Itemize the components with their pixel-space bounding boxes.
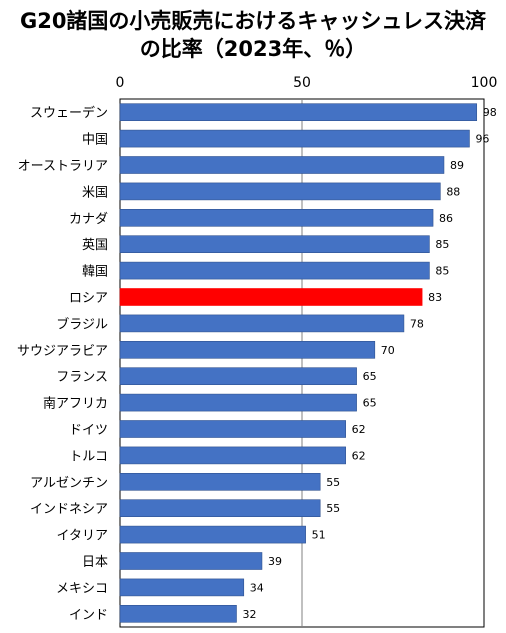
x-tick-label: 0 xyxy=(116,75,125,91)
bar xyxy=(119,209,434,227)
bar xyxy=(119,261,430,280)
bar xyxy=(119,472,321,491)
data-label: 70 xyxy=(381,344,395,357)
category-label: トルコ xyxy=(69,449,108,464)
category-label: 日本 xyxy=(82,555,108,570)
bar xyxy=(119,525,306,544)
data-label: 89 xyxy=(450,159,464,172)
category-label: フランス xyxy=(56,370,108,385)
bar xyxy=(119,604,237,623)
x-tick-label: 100 xyxy=(471,75,498,91)
bar xyxy=(119,288,423,306)
data-label: 98 xyxy=(483,106,497,119)
category-label: スウェーデン xyxy=(30,105,108,121)
category-label: オーストラリア xyxy=(18,159,108,174)
category-label: ロシア xyxy=(69,291,108,306)
bar xyxy=(119,314,405,333)
bar xyxy=(119,393,357,412)
data-label: 55 xyxy=(326,502,340,515)
category-label: インド xyxy=(69,608,108,623)
category-label: 韓国 xyxy=(82,265,108,280)
data-label: 62 xyxy=(352,423,366,436)
data-label: 39 xyxy=(268,555,282,568)
data-label: 88 xyxy=(446,185,460,198)
bar xyxy=(119,235,430,253)
data-label: 32 xyxy=(242,608,256,621)
data-label: 85 xyxy=(435,265,449,278)
category-label: 英国 xyxy=(82,238,108,253)
category-label: 南アフリカ xyxy=(43,396,108,412)
category-label: サウジアラビア xyxy=(17,344,108,359)
bar xyxy=(119,129,470,148)
category-label: メキシコ xyxy=(56,581,108,596)
data-label: 85 xyxy=(435,238,449,251)
data-label: 51 xyxy=(312,529,326,542)
bar xyxy=(119,156,445,174)
data-label: 96 xyxy=(475,133,489,146)
category-label: イタリア xyxy=(57,529,108,544)
category-label: ドイツ xyxy=(69,423,108,438)
data-label: 62 xyxy=(352,449,366,462)
data-label: 65 xyxy=(363,397,377,410)
data-label: 55 xyxy=(326,476,340,489)
bar xyxy=(119,552,263,570)
category-label: ブラジル xyxy=(56,316,108,332)
bar xyxy=(119,420,346,438)
data-label: 86 xyxy=(439,212,453,225)
chart-title-line-2: の比率（2023年、％） xyxy=(139,37,367,61)
bar xyxy=(119,340,376,359)
data-label: 83 xyxy=(428,291,442,304)
category-label: カナダ xyxy=(69,212,108,227)
bar xyxy=(119,367,357,386)
category-label: アルゼンチン xyxy=(30,476,108,491)
x-tick-label: 50 xyxy=(293,75,311,91)
chart-title-line-1: G20諸国の小売販売におけるキャッシュレス決済 xyxy=(19,9,487,33)
bar xyxy=(119,446,346,465)
bar xyxy=(119,578,245,597)
bar xyxy=(119,103,478,121)
category-label: インドネシア xyxy=(30,502,108,517)
bar xyxy=(119,182,441,201)
category-label: 中国 xyxy=(82,133,108,148)
data-label: 65 xyxy=(363,370,377,383)
bar xyxy=(119,499,321,518)
category-label: 米国 xyxy=(82,185,108,200)
data-label: 34 xyxy=(250,581,264,594)
data-label: 78 xyxy=(410,317,424,330)
